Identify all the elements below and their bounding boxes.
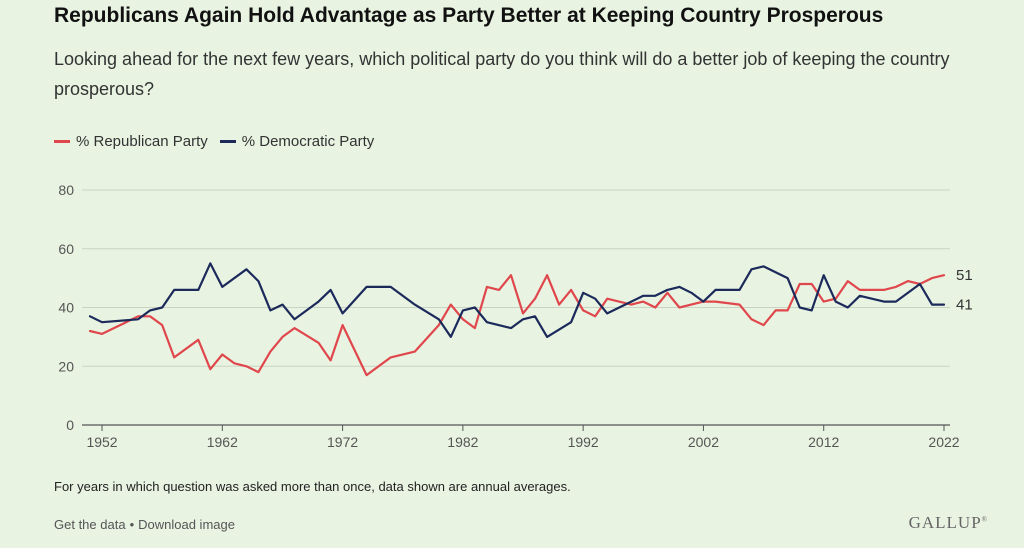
x-tick-label: 1972 [327,434,358,450]
y-tick-label: 20 [58,358,74,374]
chart-legend: % Republican Party % Democratic Party [54,133,374,150]
gallup-logo-text: GALLUP [908,513,982,532]
download-image-link[interactable]: Download image [138,517,235,532]
end-label-democratic: 41 [956,297,973,314]
y-tick-label: 80 [58,182,74,198]
chart-title: Republicans Again Hold Advantage as Part… [54,4,884,27]
x-tick-label: 2022 [928,434,959,450]
end-label-republican: 51 [956,267,973,284]
y-tick-label: 40 [58,300,74,316]
legend-label-republican: % Republican Party [76,133,208,150]
x-tick-label: 1992 [568,434,599,450]
footer-separator: • [129,517,135,532]
legend-item-republican: % Republican Party [54,133,208,150]
gallup-logo: GALLUP® [909,513,988,533]
series-line-democratic [88,262,946,338]
legend-item-democratic: % Democratic Party [219,133,375,150]
x-tick-label: 1962 [207,434,238,450]
line-chart: 0 20 40 60 80 1952 1962 1972 1982 1992 2002 2012 202… [58,182,973,450]
chart-subtitle: Looking ahead for the next few years, wh… [54,49,950,99]
chart-footnote: For years in which question was asked mo… [54,479,571,494]
footer-links: Get the data • Download image [54,517,235,532]
x-tick-label: 1982 [447,434,478,450]
legend-swatch-republican [54,140,70,143]
legend-label-democratic: % Democratic Party [241,133,375,150]
y-tick-label: 0 [66,417,74,433]
x-tick-label: 2002 [688,434,719,450]
x-tick-label: 2012 [808,434,839,450]
gallup-logo-mark: ® [981,515,988,524]
legend-swatch-democratic [219,140,236,143]
x-tick-label: 1952 [86,434,117,450]
y-tick-label: 60 [58,241,74,257]
get-data-link[interactable]: Get the data [54,517,126,532]
series-line-republican [88,274,946,377]
